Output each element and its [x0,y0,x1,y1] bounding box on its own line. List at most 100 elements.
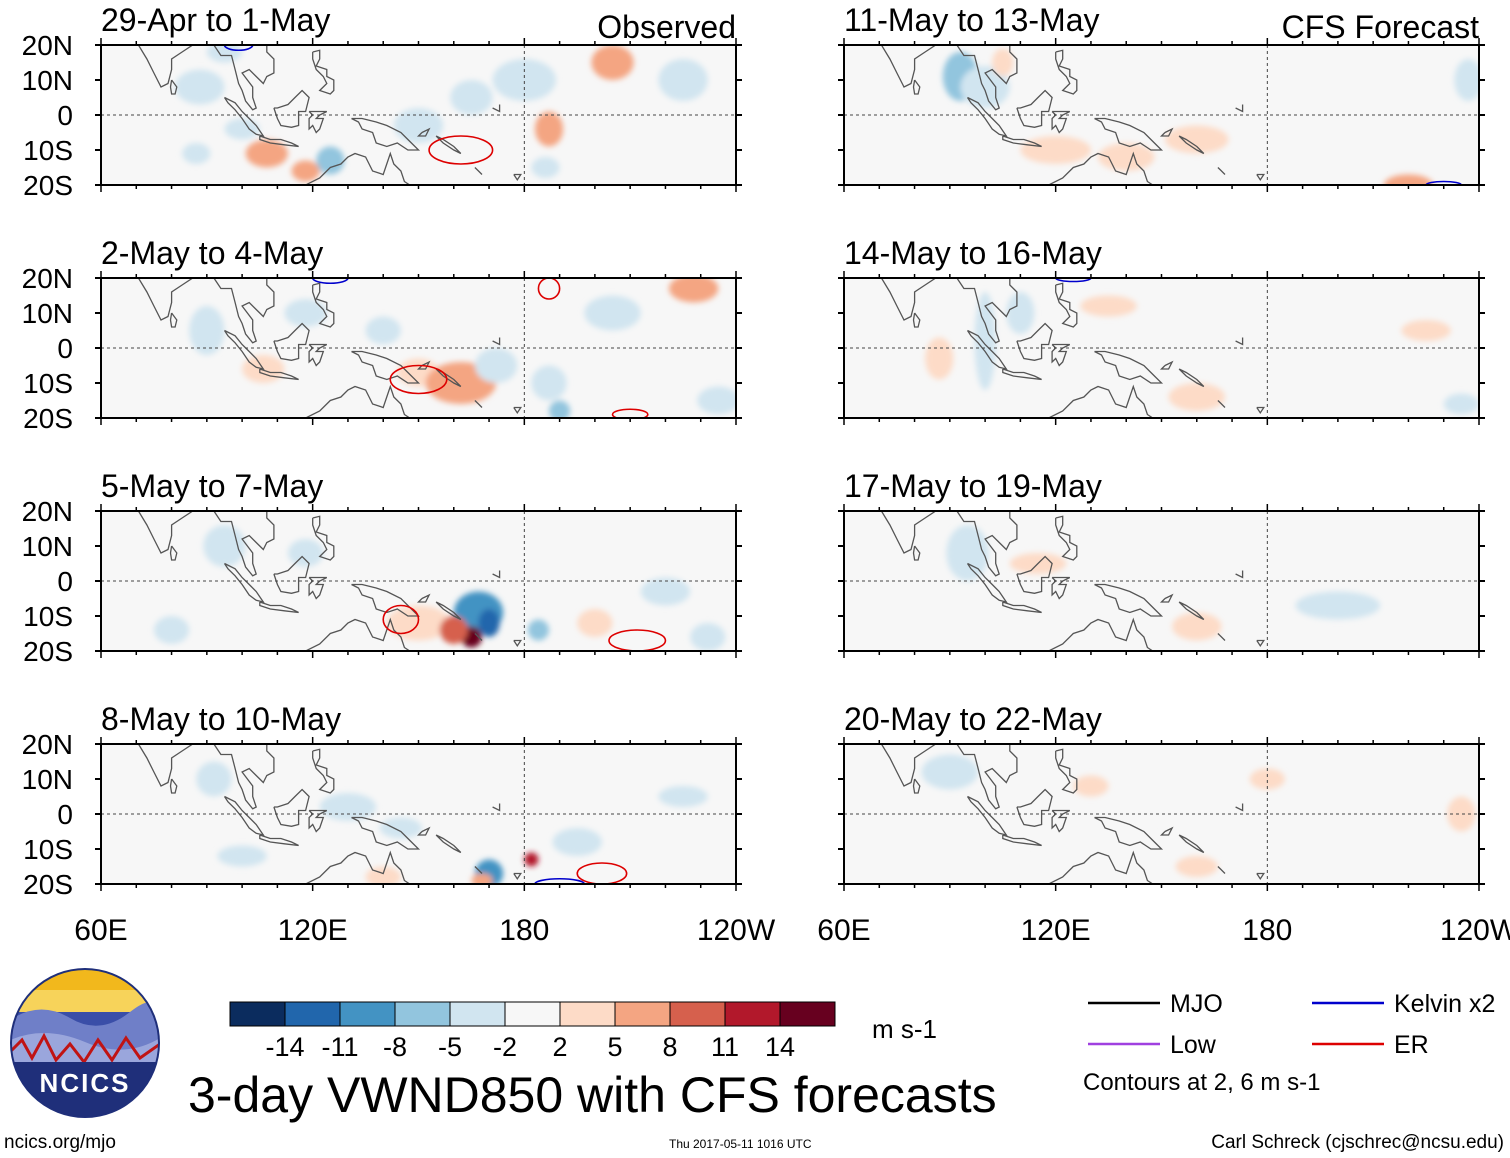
latitude-tick-label: 10S [23,135,73,166]
panel-title: 29-Apr to 1-May [101,2,330,38]
coastline [308,110,328,134]
wind-anomaly-blob [189,306,225,355]
colorbar-tick-label: -14 [265,1032,304,1062]
coastline [513,872,523,880]
coastline [1178,135,1205,155]
wind-anomaly-blob [1087,539,1130,567]
wind-anomaly-blob [1165,125,1229,154]
colorbar: -14 -11 -8 -5 -2 2 5 8 11 14 [229,1001,836,1062]
coastline [1047,151,1154,185]
coastline [351,350,421,384]
colorbar-tick-label: -11 [321,1032,358,1062]
coastline [435,601,462,621]
wave-contour [534,877,586,884]
wind-anomaly-blob [393,108,444,143]
wind-anomaly-blob [658,59,708,101]
coastline [1051,343,1071,367]
panel-title: 5-May to 7-May [101,468,323,504]
map-panel: 20-May to 22-May [838,701,1485,891]
colorbar-tick-label: -8 [383,1032,407,1062]
wind-anomaly-blob [1443,393,1479,415]
coastline [312,515,335,561]
coastline [1055,748,1078,794]
coastline [273,322,310,361]
latitude-tick-label: 0 [57,799,73,830]
wind-anomaly-blob [365,316,401,345]
wind-anomaly-blob [531,157,560,178]
wave-contour [608,629,667,651]
colorbar-tick-label: 8 [662,1032,677,1062]
wind-anomaly-blob [196,761,232,797]
colorbar-tick-label: 2 [552,1032,567,1062]
map-panel: 14-May to 16-May [838,235,1485,425]
coastline [1214,655,1221,659]
coastline [351,583,421,617]
wind-anomaly-blob [224,118,260,140]
wind-anomaly-blob [439,616,468,644]
colorbar-swatch [779,1001,836,1027]
latitude-tick-label: 20S [23,636,73,667]
legend-label: MJO [1170,990,1223,1018]
latitude-tick-label: 0 [57,566,73,597]
wind-anomaly-blob [1175,856,1218,877]
coastline [259,368,299,381]
colorbar-tick-label: 5 [607,1032,622,1062]
footer-url[interactable]: ncics.org/mjo [4,1132,116,1153]
column-header-observed: Observed [597,9,736,45]
coastline [1094,816,1164,850]
coastline [223,329,265,371]
coastline [273,89,310,128]
coastline [223,562,265,604]
wind-anomaly-blob [527,619,550,641]
coastline [1002,834,1042,847]
coastline [471,888,478,892]
coastline [1055,515,1078,561]
coastline [1235,104,1244,113]
coastline [1051,809,1071,833]
coastline [1256,872,1266,880]
wind-anomaly-blob [203,525,246,567]
coastline [966,329,1008,371]
coastline [1051,576,1071,600]
latitude-tick-label: 10S [23,601,73,632]
wind-anomaly-blob [217,845,267,867]
wind-anomaly-blob [531,365,567,401]
coastline [513,173,523,181]
coastline [1159,360,1174,370]
wind-anomaly-blob [577,609,613,637]
coastline [169,79,178,95]
map-panel: 29-Apr to 1-May 20N 10N 0 10S 20S [22,2,742,201]
coastline [1159,826,1174,836]
coastline [1159,127,1174,137]
latitude-tick-label: 20S [23,869,73,900]
wind-anomaly-blob [1447,796,1476,832]
latitude-tick-label: 10N [22,764,73,795]
coastline [912,79,921,95]
wind-anomaly-blob [450,80,493,115]
wind-anomaly-blob [1249,768,1285,790]
coastline [1214,189,1221,193]
colorbar-tick-label: -2 [493,1032,517,1062]
coastline [492,803,501,812]
coastline [312,282,335,328]
wave-contour [611,408,649,418]
colorbar-swatch [724,1001,781,1027]
footer-author: Carl Schreck (cjschrec@ncsu.edu) [1211,1132,1504,1153]
wind-anomaly-blob [1383,174,1434,185]
longitude-axis-labels: 60E 120E 180 120W 60E 120E 180 120W [74,914,1510,947]
latitude-tick-label: 20N [22,496,73,527]
wind-anomaly-blob [316,146,345,175]
wind-anomaly-blob [182,143,211,164]
wind-anomaly-blob [974,292,996,390]
wind-anomaly-blob [492,59,557,101]
map-panel: 8-May to 10-May 20N 10N 0 10S 20S [22,701,742,900]
wind-anomaly-blob [471,873,493,884]
latitude-tick-label: 20S [23,403,73,434]
coastline [1051,110,1071,134]
panel-title: 2-May to 4-May [101,235,323,271]
latitude-tick-label: 20N [22,30,73,61]
coastline [416,826,431,836]
wind-anomaly-blob [379,817,423,839]
wave-contour [382,604,420,635]
